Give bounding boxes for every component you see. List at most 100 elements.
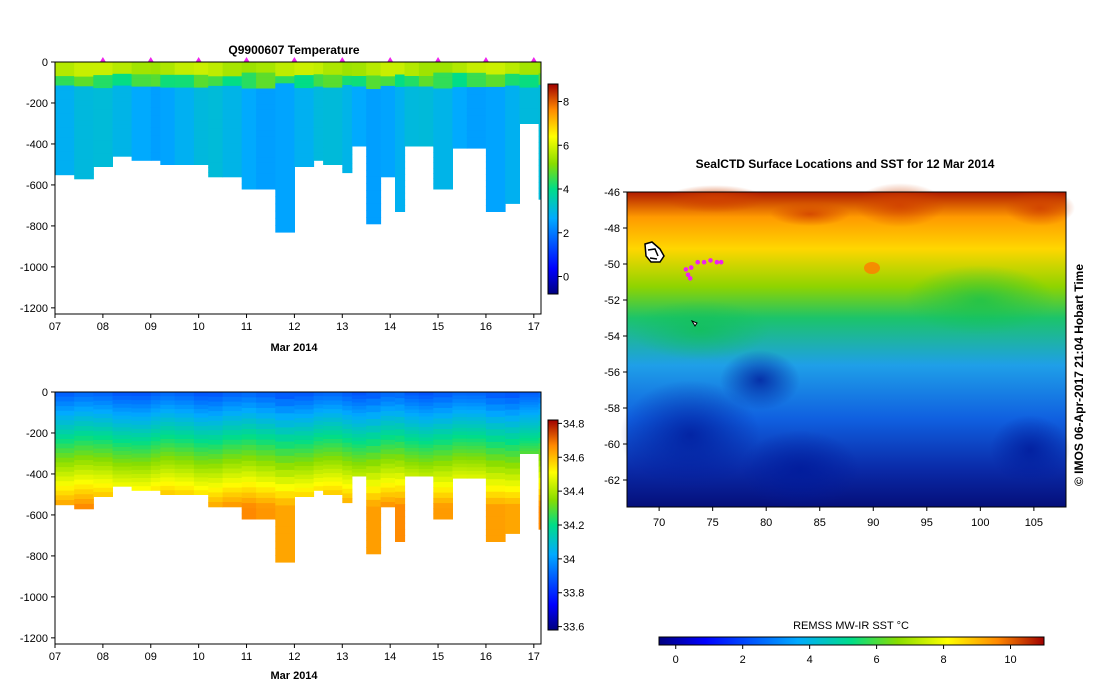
section-cell	[131, 103, 152, 108]
section-cell	[112, 407, 133, 413]
section-cell	[466, 460, 487, 465]
section-cell	[404, 72, 420, 77]
section-cell	[93, 149, 113, 154]
section-cell	[433, 444, 453, 451]
section-cell	[222, 81, 243, 87]
section-cell	[174, 400, 195, 406]
track-point	[687, 276, 693, 281]
section-cell	[519, 438, 540, 442]
section-cell	[466, 90, 487, 95]
section-cell	[174, 126, 195, 131]
section-cell	[174, 91, 195, 97]
section-cell	[366, 217, 382, 225]
section-cell	[294, 392, 315, 397]
section-cell	[404, 399, 420, 403]
section-cell	[74, 421, 94, 427]
section-cell	[55, 490, 75, 496]
section-cell	[222, 172, 243, 178]
section-cell	[342, 405, 353, 411]
section-cell	[193, 413, 209, 419]
section-cell	[452, 420, 468, 425]
section-cell	[160, 147, 176, 153]
section-cell	[74, 474, 94, 481]
section-cell	[150, 123, 161, 129]
section-cell	[55, 132, 75, 138]
section-cell	[150, 148, 161, 153]
section-cell	[256, 402, 276, 409]
section-cell	[241, 152, 257, 158]
section-cell	[55, 462, 75, 468]
section-cell	[452, 442, 468, 447]
section-cell	[55, 104, 75, 110]
section-cell	[275, 83, 295, 91]
section-cell	[256, 450, 276, 456]
section-cell	[241, 67, 257, 74]
section-cell	[222, 482, 243, 489]
section-cell	[505, 409, 520, 417]
section-cell	[395, 136, 406, 144]
section-cell	[208, 487, 224, 493]
section-cell	[380, 119, 396, 125]
section-cell	[208, 439, 224, 446]
section-cell	[538, 130, 542, 137]
section-cell	[112, 392, 133, 397]
section-cell	[433, 109, 453, 116]
section-cell	[380, 444, 396, 450]
section-cell	[55, 85, 75, 91]
section-cell	[366, 203, 382, 211]
seal-track	[683, 258, 724, 281]
section-cell	[275, 225, 295, 233]
section-cell	[538, 403, 542, 410]
section-cell	[433, 62, 453, 68]
section-cell	[380, 62, 396, 68]
section-cell	[131, 127, 152, 133]
section-cell	[174, 430, 195, 436]
section-cell	[131, 461, 152, 467]
section-cell	[193, 490, 209, 495]
section-cell	[395, 124, 406, 131]
map-axes-frame	[626, 191, 1067, 508]
section-cell	[313, 449, 324, 454]
section-cell	[323, 409, 343, 414]
y-tick-label: -60	[604, 439, 620, 451]
section-cell	[174, 62, 195, 67]
section-cell	[342, 410, 353, 416]
track-point	[688, 265, 694, 270]
section-cell	[452, 406, 468, 411]
section-cell	[323, 74, 343, 80]
section-cell	[93, 118, 113, 124]
section-cell	[342, 392, 353, 398]
section-cell	[150, 119, 161, 124]
section-cell	[275, 491, 295, 499]
section-cell	[93, 127, 113, 133]
section-cell	[160, 130, 176, 136]
section-cell	[380, 100, 396, 106]
section-cell	[538, 107, 542, 114]
section-cell	[519, 443, 540, 447]
section-cell	[93, 461, 113, 467]
section-cell	[452, 97, 468, 102]
section-cell	[174, 83, 195, 89]
x-tick-label: 12	[288, 651, 300, 663]
section-cell	[241, 93, 257, 100]
section-cell	[323, 138, 343, 144]
profile-marker	[387, 57, 394, 62]
x-tick-label: 15	[432, 321, 444, 333]
section-cell	[55, 123, 75, 129]
section-cell	[294, 492, 315, 497]
section-cell	[131, 424, 152, 430]
section-cell	[452, 449, 468, 454]
section-cell	[74, 416, 94, 422]
y-tick-label: -800	[26, 551, 48, 563]
section-cell	[466, 413, 487, 418]
section-cell	[433, 120, 453, 126]
section-cell	[208, 392, 224, 398]
section-cell	[418, 448, 434, 452]
section-cell	[55, 406, 75, 412]
section-cell	[519, 440, 540, 444]
section-cell	[342, 66, 353, 72]
section-cell	[505, 132, 520, 140]
section-cell	[93, 114, 113, 120]
section-cell	[485, 105, 506, 113]
section-cell	[222, 119, 243, 125]
